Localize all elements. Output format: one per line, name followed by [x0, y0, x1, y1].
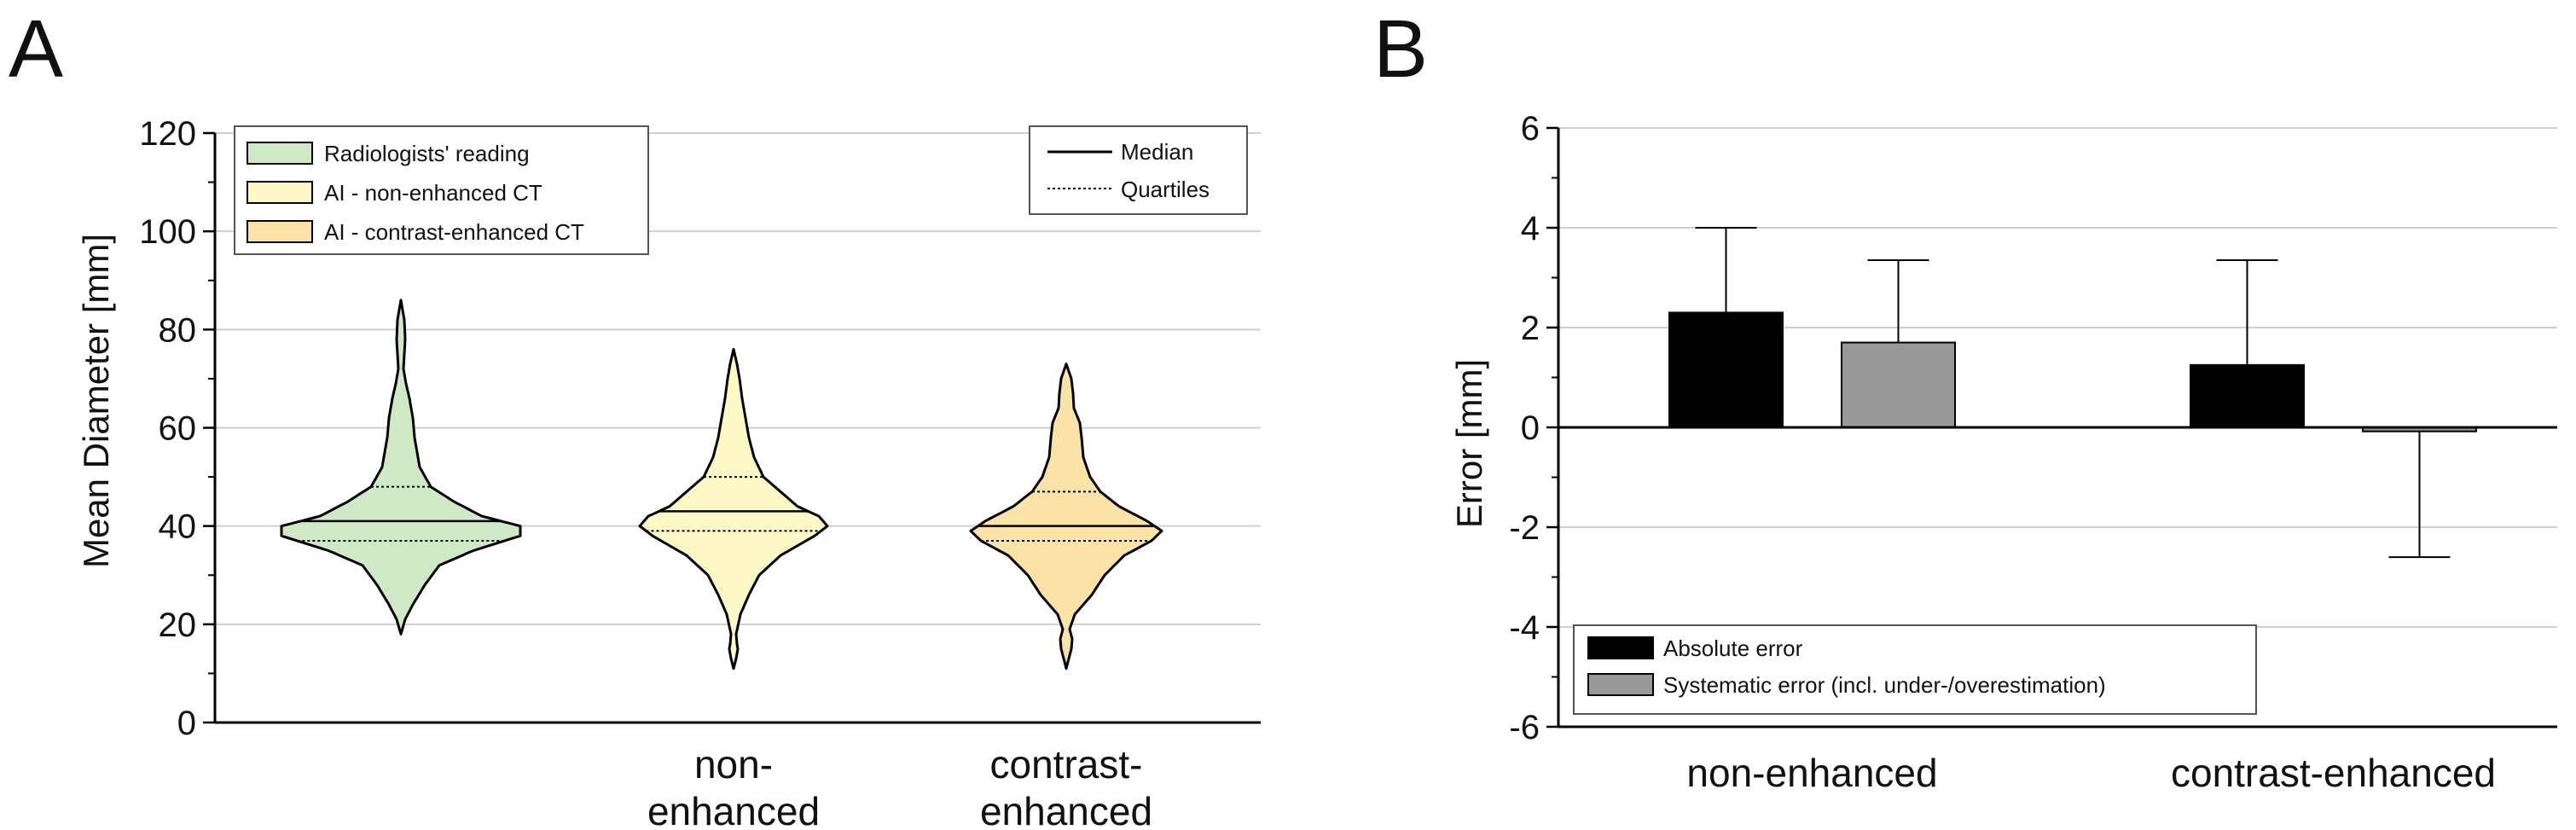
b-category-labels: non-enhanced contrast-enhanced: [1686, 751, 2496, 795]
b-category-label: contrast-enhanced: [2171, 751, 2496, 795]
median-legend-label: Median: [1121, 139, 1193, 165]
a-y-tick-label: 60: [159, 410, 197, 448]
b-y-tick-label: -6: [1509, 709, 1540, 746]
b-y-axis-label: Error [mm]: [1449, 359, 1489, 528]
b-bar: [2190, 363, 2305, 428]
b-y-axis: -6 -4 -2 0 2 4 6: [1509, 110, 2557, 746]
b-y-tick-label: 6: [1521, 110, 1540, 148]
b-y-tick-label: 4: [1521, 210, 1540, 247]
b-y-tick-label: 0: [1521, 409, 1540, 447]
b-legend-label: Systematic error (incl. under-/overestim…: [1663, 672, 2106, 698]
a-legend-label: Radiologists' reading: [324, 141, 530, 166]
a-y-axis-label: Mean Diameter [mm]: [76, 234, 116, 568]
a-y-tick-label: 80: [159, 311, 197, 349]
violin-1: [280, 299, 522, 636]
a-violins: [280, 299, 1163, 670]
b-bar: [1668, 311, 1784, 429]
quartiles-legend-label: Quartiles: [1121, 177, 1210, 202]
violin-3: [969, 363, 1163, 670]
b-legend-swatch: [1587, 673, 1654, 696]
b-bar: [1841, 341, 1956, 428]
a-legend-swatch: [247, 142, 313, 165]
b-bars: [1668, 227, 2477, 559]
a-category-label: contrast-: [990, 742, 1143, 786]
a-y-axis: 0 20 40 60 80 100 120: [139, 115, 1261, 742]
b-y-tick-label: 2: [1521, 310, 1540, 347]
a-y-tick-label: 0: [177, 705, 196, 742]
b-legend-swatch: [1587, 636, 1654, 659]
a-legend-fill: Radiologists' reading AI - non-enhanced C…: [234, 125, 649, 255]
a-y-tick-label: 40: [159, 508, 197, 546]
b-legend-label: Absolute error: [1663, 636, 1803, 661]
b-y-tick-label: -2: [1509, 509, 1540, 547]
a-y-tick-label: 20: [159, 607, 197, 644]
b-category-label: non-enhanced: [1686, 751, 1937, 795]
a-category-label: non-: [694, 742, 773, 786]
a-legend-label: AI - non-enhanced CT: [324, 180, 542, 206]
b-legend: Absolute error Systematic error (incl. un…: [1573, 624, 2257, 715]
a-legend-label: AI - contrast-enhanced CT: [324, 219, 584, 245]
b-y-tick-label: -4: [1509, 609, 1540, 647]
bar-chart-panel-b: -6 -4 -2 0 2 4 6 Error [mm] non-enhanced contra…: [1449, 110, 2557, 795]
panel-a-letter: A: [9, 3, 63, 95]
violin-chart-panel-a: 0 20 40 60 80 100 120 Mean Diameter [mm] non-e…: [76, 115, 1261, 830]
a-legend-lines: Median Quartiles: [1029, 125, 1248, 215]
violin-2: [638, 347, 829, 670]
a-y-tick-label: 100: [139, 213, 196, 251]
a-legend-swatch: [247, 220, 313, 243]
b-legend-box: [1573, 624, 2257, 715]
a-legend-swatch: [247, 181, 313, 204]
a-category-label: enhanced: [980, 789, 1152, 830]
a-legend-lines-box: [1029, 125, 1248, 215]
a-category-label: enhanced: [647, 789, 820, 830]
a-y-tick-label: 120: [139, 115, 196, 153]
panel-b-letter: B: [1373, 3, 1428, 95]
